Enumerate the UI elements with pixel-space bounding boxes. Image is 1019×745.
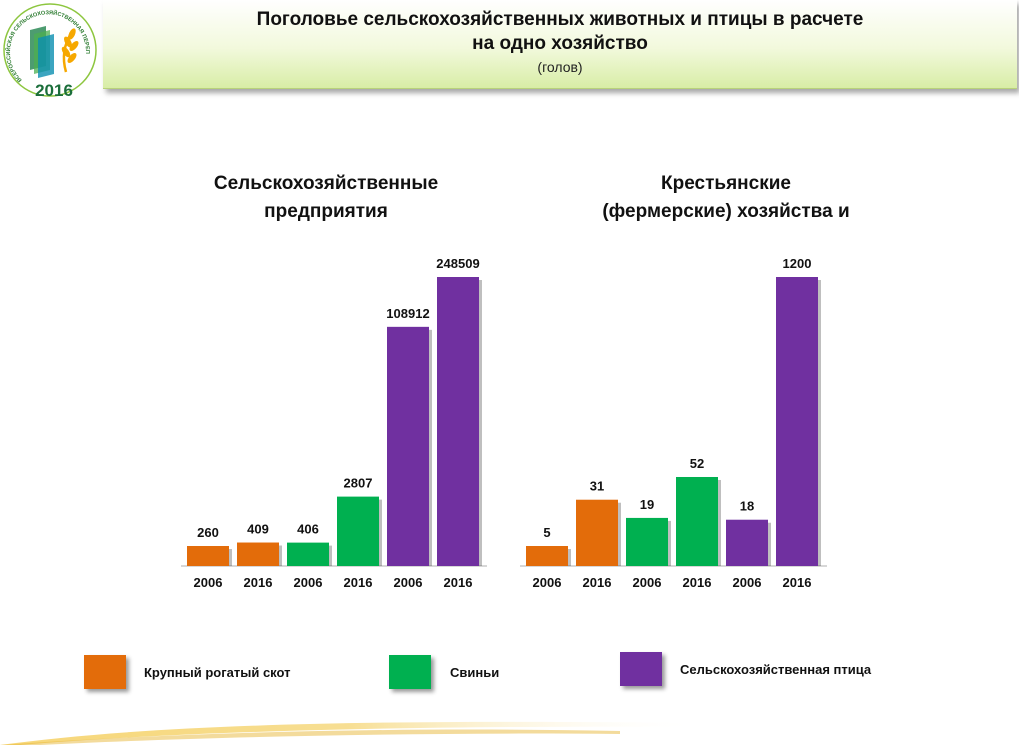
legend-label-cattle: Крупный рогатый скот <box>144 665 291 680</box>
chart-right-bar-4 <box>726 519 768 566</box>
chart-right-title-line2: (фермерские) хозяйства и <box>602 201 850 222</box>
chart-right-bar-0 <box>526 546 568 566</box>
chart-right-title: Крестьянские (фермерские) хозяйства и <box>561 170 891 226</box>
chart-left-title-line2: предприятия <box>264 201 388 222</box>
page-title-unit: (голов) <box>537 59 583 75</box>
chart-left-title: Сельскохозяйственные предприятия <box>161 170 491 226</box>
chart-left-value-label-3: 2807 <box>344 476 373 491</box>
chart-left-bar-0 <box>187 546 229 566</box>
legend-swatch-pigs <box>389 655 431 689</box>
legend-label-pigs: Свиньи <box>450 665 500 680</box>
chart-right-value-label-5: 1200 <box>783 256 812 271</box>
chart-right-title-line1: Крестьянские <box>661 173 791 194</box>
legend-label-poultry: Сельскохозяйственная птица <box>680 662 872 677</box>
page-title-line2: на одно хозяйство <box>472 33 648 54</box>
chart-right-bar-5 <box>776 277 818 566</box>
chart-left-bar-3 <box>337 496 379 566</box>
legend-swatch-cattle <box>84 655 126 689</box>
chart-right-value-label-2: 19 <box>640 497 654 512</box>
chart-right-bar-3 <box>676 476 718 566</box>
chart-right-tick-label-5: 2016 <box>783 575 812 590</box>
chart-right-value-label-4: 18 <box>740 499 754 514</box>
chart-left-bar-4 <box>387 326 429 566</box>
chart-left-bar-1 <box>237 542 279 566</box>
chart-left-tick-label-1: 2016 <box>244 575 273 590</box>
bottom-swoosh-decoration <box>0 721 700 745</box>
chart-right-tick-label-1: 2016 <box>583 575 612 590</box>
chart-right-bar-1 <box>576 499 618 566</box>
chart-right-tick-label-0: 2006 <box>533 575 562 590</box>
logo-year: 2016 <box>35 81 73 100</box>
census-logo: ВСЕРОССИЙСКАЯ СЕЛЬСКОХОЗЯЙСТВЕННАЯ ПЕРЕП… <box>0 0 97 100</box>
chart-left-value-label-5: 248509 <box>436 256 479 271</box>
chart-left-title-line1: Сельскохозяйственные <box>213 173 439 194</box>
chart-right-tick-label-2: 2006 <box>633 575 662 590</box>
chart-left-value-label-0: 260 <box>197 525 219 540</box>
chart-right-bar-2 <box>626 517 668 566</box>
chart-right-tick-label-3: 2016 <box>683 575 712 590</box>
logo-emblem-icon <box>30 26 79 78</box>
chart-left-value-label-4: 108912 <box>386 306 429 321</box>
chart-left-tick-label-0: 2006 <box>194 575 223 590</box>
chart-right-value-label-0: 5 <box>543 525 550 540</box>
chart-left-tick-label-4: 2006 <box>394 575 423 590</box>
title-banner: Поголовье сельскохозяйственных животных … <box>103 0 1017 89</box>
chart-left-value-label-2: 406 <box>297 522 319 537</box>
chart-right-value-label-1: 31 <box>590 479 604 494</box>
chart-left-value-label-1: 409 <box>247 522 269 537</box>
page-title: Поголовье сельскохозяйственных животных … <box>256 9 864 30</box>
legend-swatch-poultry <box>620 652 662 686</box>
chart-left-bar-5 <box>437 277 479 566</box>
chart-left-bar-2 <box>287 542 329 566</box>
chart-left-tick-label-3: 2016 <box>344 575 373 590</box>
chart-left-tick-label-2: 2006 <box>294 575 323 590</box>
chart-right-value-label-3: 52 <box>690 456 704 471</box>
chart-left-tick-label-5: 2016 <box>444 575 473 590</box>
chart-right-tick-label-4: 2006 <box>733 575 762 590</box>
